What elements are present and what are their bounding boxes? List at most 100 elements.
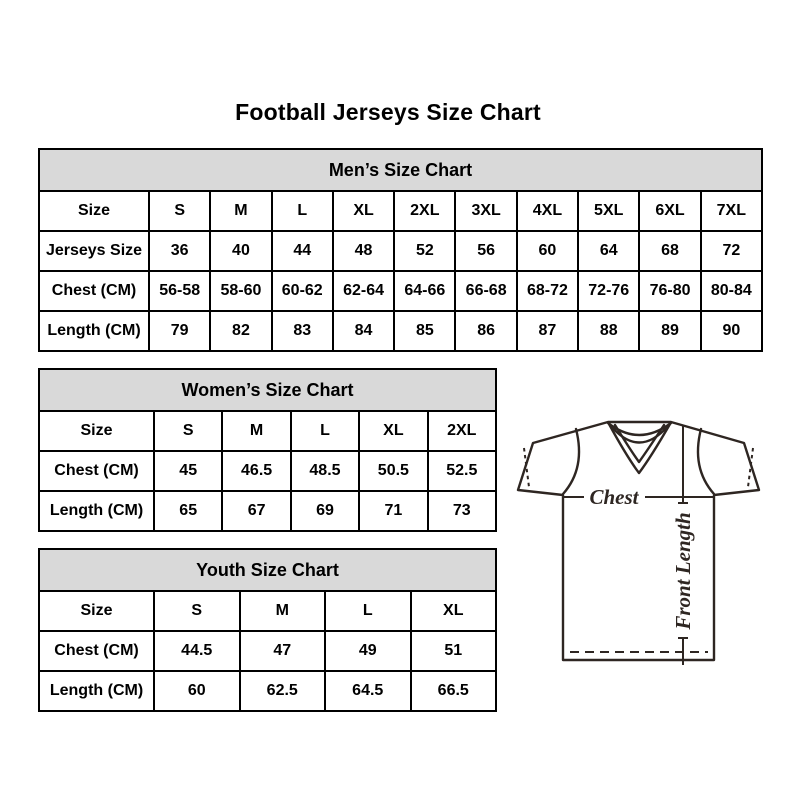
page-title: Football Jerseys Size Chart: [235, 99, 541, 125]
value-cell: 44.5: [153, 630, 241, 672]
value-cell: 2XL: [393, 190, 457, 232]
value-cell: 62-64: [331, 270, 396, 312]
row-label-cell: Length (CM): [38, 490, 155, 532]
value-cell: 51: [409, 630, 497, 672]
value-cell: 48: [331, 230, 396, 272]
left-armhole-seam: [561, 427, 581, 496]
value-cell: 49: [324, 630, 412, 672]
value-cell: 73: [426, 490, 498, 532]
row-label-cell: Length (CM): [38, 310, 150, 352]
chest-label: Chest: [589, 485, 639, 509]
value-cell: 68: [638, 230, 702, 272]
value-cell: L: [324, 590, 412, 632]
value-cell: L: [289, 410, 361, 452]
youth-table-title: Youth Size Chart: [38, 548, 497, 592]
value-cell: 76-80: [638, 270, 702, 312]
value-cell: 86: [454, 310, 518, 352]
mens-size-table: Men’s Size Chart Size S M L XL 2XL 3XL 4XL 5XL 6X…: [38, 148, 764, 352]
value-cell: 64: [577, 230, 641, 272]
row-label-cell: Size: [38, 590, 155, 632]
value-cell: 80-84: [699, 270, 764, 312]
table-row: Size S M L XL 2XL 3XL 4XL 5XL 6XL 7XL: [38, 190, 764, 232]
value-cell: 46.5: [221, 450, 292, 492]
front-length-dimension-line: [678, 426, 688, 665]
collar-scoop-outer: [606, 421, 673, 437]
table-row: Length (CM) 79 82 83 84 85 86 87 88 89 90: [38, 310, 764, 352]
value-cell: 72-76: [577, 270, 641, 312]
table-row: Chest (CM) 44.5 47 49 51: [38, 630, 497, 672]
value-cell: M: [209, 190, 273, 232]
value-cell: 3XL: [454, 190, 518, 232]
value-cell: 4XL: [515, 190, 580, 232]
value-cell: 60-62: [270, 270, 334, 312]
value-cell: 83: [270, 310, 334, 352]
table-row: Size S M L XL 2XL: [38, 410, 498, 452]
value-cell: 52: [393, 230, 457, 272]
value-cell: 65: [152, 490, 224, 532]
row-label-cell: Size: [38, 190, 150, 232]
value-cell: 47: [238, 630, 326, 672]
table-row: Size S M L XL: [38, 590, 497, 632]
value-cell: 88: [577, 310, 641, 352]
value-cell: 87: [515, 310, 580, 352]
youth-size-table: Youth Size Chart Size S M L XL Chest (CM) 44.5…: [38, 548, 497, 712]
value-cell: 56-58: [147, 270, 212, 312]
row-label-cell: Length (CM): [38, 670, 155, 712]
collar-scoop-inner: [609, 424, 670, 444]
value-cell: 72: [699, 230, 764, 272]
value-cell: S: [152, 410, 224, 452]
value-cell: 7XL: [699, 190, 764, 232]
value-cell: XL: [358, 410, 429, 452]
value-cell: 58-60: [209, 270, 273, 312]
value-cell: 45: [152, 450, 224, 492]
value-cell: 52.5: [426, 450, 498, 492]
value-cell: XL: [331, 190, 396, 232]
jersey-outline: [516, 420, 761, 662]
value-cell: 69: [289, 490, 361, 532]
row-label-cell: Size: [38, 410, 155, 452]
value-cell: 5XL: [577, 190, 641, 232]
value-cell: 66.5: [409, 670, 497, 712]
value-cell: 85: [393, 310, 457, 352]
row-label-cell: Jerseys Size: [38, 230, 150, 272]
table-row: Length (CM) 60 62.5 64.5 66.5: [38, 670, 497, 712]
value-cell: 2XL: [426, 410, 498, 452]
row-label-cell: Chest (CM): [38, 450, 155, 492]
value-cell: M: [238, 590, 326, 632]
value-cell: S: [153, 590, 241, 632]
value-cell: 60: [153, 670, 241, 712]
value-cell: 50.5: [358, 450, 429, 492]
value-cell: 66-68: [454, 270, 518, 312]
value-cell: 79: [147, 310, 212, 352]
table-row: Chest (CM) 56-58 58-60 60-62 62-64 64-66 66-68…: [38, 270, 764, 312]
value-cell: 90: [699, 310, 764, 352]
value-cell: 56: [454, 230, 518, 272]
womens-size-table: Women’s Size Chart Size S M L XL 2XL Chest (CM…: [38, 368, 498, 532]
value-cell: L: [270, 190, 334, 232]
front-length-label: Front Length: [671, 512, 695, 630]
value-cell: 48.5: [289, 450, 361, 492]
value-cell: 62.5: [238, 670, 326, 712]
vneck-outer: [607, 422, 672, 475]
value-cell: 82: [209, 310, 273, 352]
womens-table-title: Women’s Size Chart: [38, 368, 497, 412]
table-row: Jerseys Size 36 40 44 48 52 56 60 64 68 72: [38, 230, 764, 272]
value-cell: 64-66: [393, 270, 457, 312]
table-row: Chest (CM) 45 46.5 48.5 50.5 52.5: [38, 450, 498, 492]
row-label-cell: Chest (CM): [38, 630, 155, 672]
value-cell: 64.5: [324, 670, 412, 712]
value-cell: 40: [209, 230, 273, 272]
value-cell: 44: [270, 230, 334, 272]
value-cell: 84: [331, 310, 396, 352]
right-armhole-seam: [696, 427, 716, 496]
value-cell: 68-72: [515, 270, 580, 312]
row-label-cell: Chest (CM): [38, 270, 150, 312]
table-row: Length (CM) 65 67 69 71 73: [38, 490, 498, 532]
value-cell: 60: [515, 230, 580, 272]
value-cell: XL: [409, 590, 497, 632]
value-cell: 6XL: [638, 190, 702, 232]
value-cell: 71: [358, 490, 429, 532]
value-cell: 89: [638, 310, 702, 352]
value-cell: 36: [147, 230, 212, 272]
value-cell: S: [147, 190, 212, 232]
